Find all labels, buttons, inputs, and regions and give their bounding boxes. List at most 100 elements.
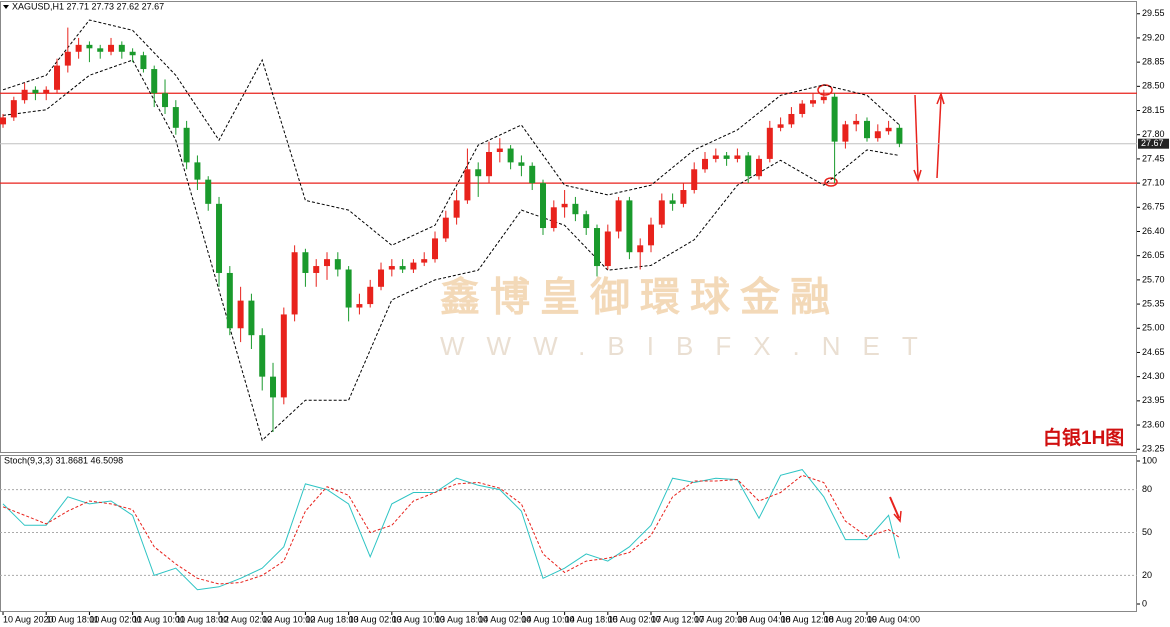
- band-lower: [2, 59, 900, 442]
- candle-body: [583, 214, 590, 229]
- x-tick-label: 13 Aug 18:00: [435, 614, 488, 624]
- indicator-panel: [0, 455, 1137, 612]
- y-tick-label: 25.70: [1142, 274, 1165, 284]
- annotation: 白银1H图: [1043, 426, 1124, 449]
- candle-body: [885, 127, 892, 132]
- candle-body: [496, 148, 503, 152]
- y-tick-label: 26.75: [1142, 202, 1165, 212]
- candle-body: [594, 228, 601, 267]
- candle-body: [680, 190, 687, 204]
- x-tick-label: 14 Aug 18:00: [565, 614, 618, 624]
- candle-body: [442, 217, 449, 239]
- y-tick-label: 25.00: [1142, 323, 1165, 333]
- candle-body: [172, 107, 179, 128]
- x-tick-label: 10 Aug 2020: [3, 614, 54, 624]
- candle-body: [766, 127, 773, 159]
- candle-body: [388, 266, 395, 270]
- candle-body: [734, 155, 741, 159]
- x-tick-label: 11 Aug 10:00: [133, 614, 185, 624]
- y-tick-label: 23.95: [1142, 395, 1165, 405]
- candle-body: [561, 203, 568, 208]
- candle-body: [799, 103, 806, 114]
- symbol-arrow: [3, 5, 9, 9]
- candle-body: [691, 169, 698, 191]
- candle-body: [810, 100, 817, 104]
- candle-body: [464, 169, 471, 201]
- candle-body: [291, 252, 298, 315]
- candle-body: [410, 262, 417, 270]
- candle-body: [820, 96, 827, 101]
- y-tick-label: 27.45: [1142, 153, 1165, 163]
- candle-body: [777, 124, 784, 128]
- candle-body: [162, 93, 169, 108]
- x-tick-label: 17 Aug 20:00: [694, 614, 747, 624]
- x-tick-label: 18 Aug 20:00: [824, 614, 877, 624]
- indicator-line: [2, 469, 900, 591]
- candle-body: [226, 272, 233, 329]
- y-tick-label: 27.10: [1142, 177, 1165, 187]
- y-tick-label: 25.35: [1142, 298, 1165, 308]
- indicator-tick-label: 50: [1142, 527, 1152, 537]
- y-tick-label: 24.65: [1142, 347, 1165, 357]
- candle-body: [756, 158, 763, 177]
- candle-body: [486, 152, 493, 177]
- x-tick-label: 17 Aug 12:00: [651, 614, 704, 624]
- candle-body: [216, 203, 223, 273]
- arrow-head: [936, 91, 945, 105]
- x-tick-label: 14 Aug 02:00: [478, 614, 531, 624]
- candle-body: [842, 124, 849, 142]
- x-tick-label: 10 Aug 18:00: [46, 614, 99, 624]
- candle-body: [54, 65, 61, 90]
- candle-body: [140, 55, 147, 70]
- y-tick-label: 24.30: [1142, 371, 1165, 381]
- x-tick-label: 19 Aug 04:00: [867, 614, 920, 624]
- x-tick-label: 12 Aug 18:00: [305, 614, 358, 624]
- candle-body: [248, 300, 255, 336]
- candle-body: [572, 203, 579, 215]
- indicator-title: Stoch(9,3,3) 31.8681 46.5098: [4, 455, 123, 465]
- indicator-tick-label: 100: [1142, 455, 1157, 465]
- x-tick-label: 15 Aug 02:00: [608, 614, 661, 624]
- highlight: [824, 177, 838, 187]
- candle-body: [453, 200, 460, 218]
- arrow: [914, 94, 919, 179]
- y-tick-label: 28.15: [1142, 105, 1165, 115]
- candle-body: [788, 113, 795, 125]
- y-tick-label: 28.85: [1142, 57, 1165, 67]
- candle-body: [432, 238, 439, 260]
- candle-body: [529, 165, 536, 184]
- candle-body: [626, 200, 633, 253]
- candle-body: [356, 304, 363, 308]
- candle-body: [669, 200, 676, 204]
- x-tick-label: 14 Aug 10:00: [521, 614, 574, 624]
- candle-body: [129, 51, 136, 56]
- y-tick-label: 29.55: [1142, 8, 1165, 18]
- y-tick-label: 27.80: [1142, 129, 1165, 139]
- y-tick-label: 28.50: [1142, 81, 1165, 91]
- candle-body: [313, 266, 320, 273]
- candle-body: [97, 48, 104, 52]
- candle-body: [324, 259, 331, 267]
- candle-body: [205, 179, 212, 204]
- x-tick-label: 13 Aug 02:00: [349, 614, 402, 624]
- x-tick-label: 18 Aug 12:00: [781, 614, 834, 624]
- watermark: WWW.BIBFX.NET: [440, 331, 940, 361]
- markup: [817, 84, 945, 523]
- candle-body: [874, 131, 881, 139]
- candle-body: [712, 155, 719, 159]
- candle-body: [194, 162, 201, 180]
- candle-body: [831, 96, 838, 142]
- candle-body: [745, 155, 752, 177]
- candle-body: [853, 120, 860, 125]
- candle-body: [702, 158, 709, 170]
- candle-body: [896, 127, 903, 144]
- candle-body: [864, 120, 871, 139]
- candle-body: [43, 89, 50, 94]
- y-tick-label: 23.60: [1142, 419, 1165, 429]
- candle-body: [615, 200, 622, 232]
- indicator-line: [2, 474, 900, 585]
- candle-body: [75, 44, 82, 52]
- x-tick-label: 11 Aug 18:00: [176, 614, 228, 624]
- last-price-box: [1138, 138, 1169, 149]
- candle-body: [637, 245, 644, 253]
